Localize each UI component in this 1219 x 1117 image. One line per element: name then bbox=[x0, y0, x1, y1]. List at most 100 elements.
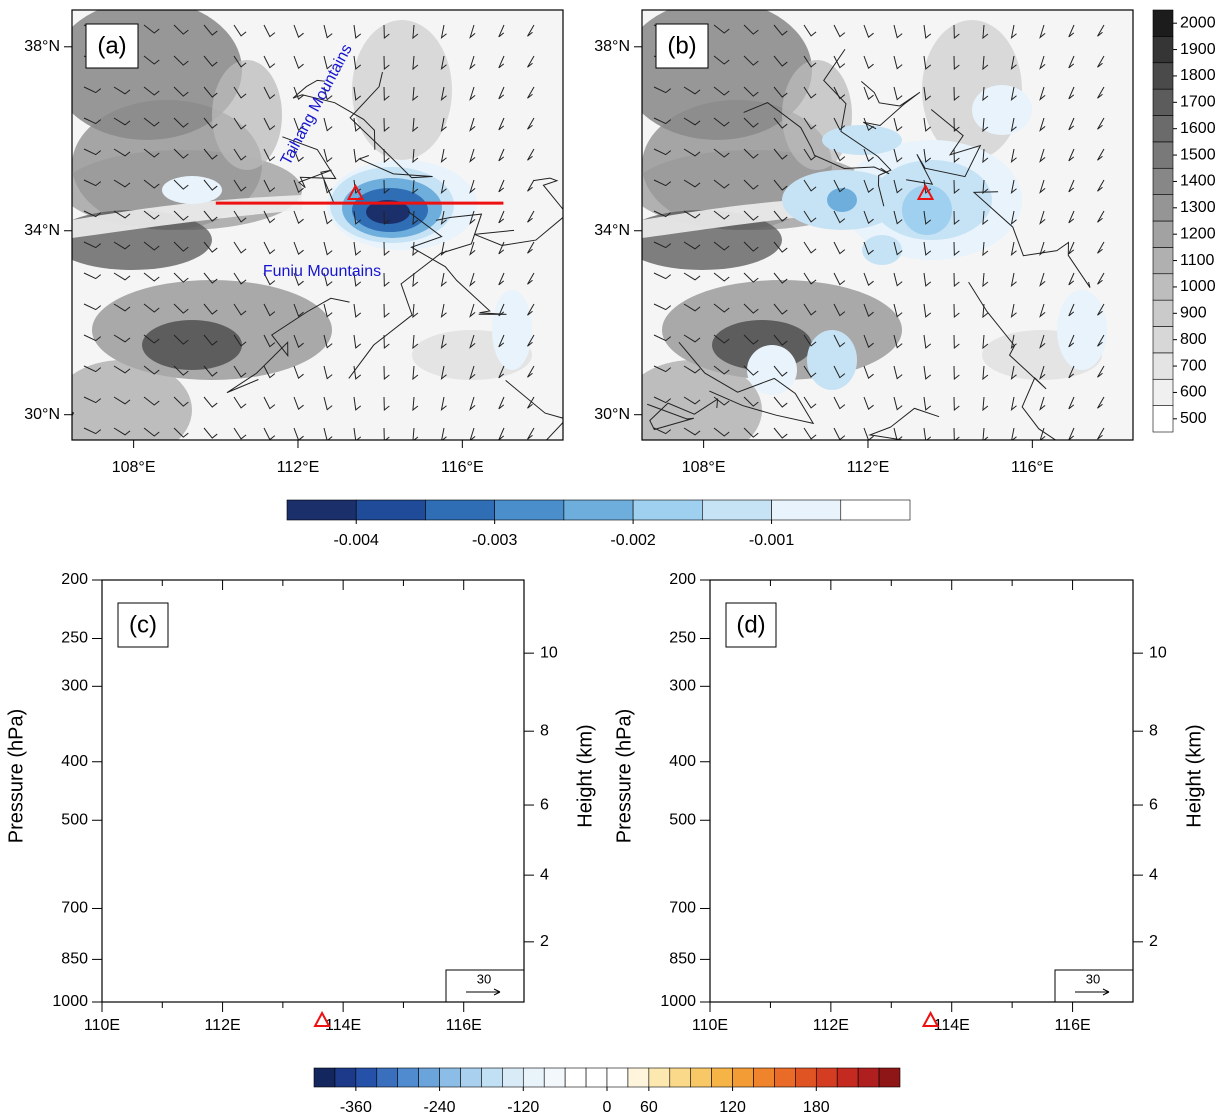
wind-barb bbox=[1010, 272, 1017, 288]
wind-vector bbox=[358, 924, 360, 926]
wind-barb bbox=[833, 55, 846, 69]
wind-vector bbox=[967, 880, 969, 889]
wind-vector bbox=[918, 575, 938, 580]
wind-vector bbox=[274, 635, 294, 638]
wind-barb bbox=[773, 365, 788, 377]
wind-barb bbox=[293, 24, 304, 39]
wind-vector bbox=[979, 789, 981, 793]
wind-barb bbox=[203, 272, 218, 284]
wind-barb bbox=[469, 86, 476, 101]
wind-vector bbox=[358, 866, 360, 868]
wind-barb bbox=[1068, 24, 1075, 38]
colorbar-label: 1600 bbox=[1180, 120, 1216, 137]
wind-barb bbox=[803, 241, 817, 254]
y2-tick-label: 8 bbox=[540, 722, 549, 739]
wind-vector bbox=[250, 610, 270, 611]
wind-barb bbox=[353, 334, 362, 349]
boundary bbox=[348, 213, 483, 379]
wind-vector bbox=[858, 726, 860, 727]
wind-barb bbox=[441, 427, 447, 440]
wind-barb bbox=[953, 396, 960, 412]
wind-vector bbox=[955, 635, 975, 638]
wind-barb bbox=[953, 365, 960, 381]
wind-vector bbox=[267, 948, 274, 951]
wind-vector bbox=[991, 760, 993, 761]
y-tick-label: 1000 bbox=[52, 993, 88, 1010]
wind-vector bbox=[979, 683, 981, 687]
wind-barb bbox=[173, 241, 189, 252]
wind-barb bbox=[383, 179, 390, 195]
wind-vector bbox=[960, 942, 967, 944]
wind-barb bbox=[527, 272, 535, 285]
wind-vector bbox=[315, 978, 322, 982]
colorbar-box bbox=[1152, 167, 1174, 195]
wind-vector bbox=[960, 980, 967, 982]
wind-barb bbox=[203, 303, 218, 315]
wind-vector bbox=[243, 974, 250, 975]
wind-vector bbox=[906, 607, 926, 611]
wind-barb bbox=[803, 210, 817, 223]
wind-barb bbox=[173, 179, 189, 190]
wind-vector bbox=[291, 969, 298, 975]
wind-barb bbox=[1039, 365, 1046, 380]
wind-vector bbox=[238, 791, 240, 792]
wind-vector bbox=[875, 942, 882, 943]
wind-vector bbox=[931, 792, 933, 820]
boundary bbox=[860, 81, 921, 130]
wind-vector bbox=[267, 971, 274, 974]
wind-barb bbox=[233, 241, 247, 254]
wind-vector bbox=[899, 940, 906, 944]
wind-vector bbox=[370, 867, 372, 868]
wind-vector bbox=[339, 950, 346, 951]
wind-vector bbox=[286, 606, 306, 611]
wind-barb bbox=[1010, 396, 1017, 412]
wind-vector bbox=[250, 638, 270, 639]
wind-vector bbox=[286, 866, 288, 890]
wind-barb bbox=[83, 117, 102, 125]
wind-barb bbox=[143, 24, 160, 34]
wind-vector bbox=[967, 812, 969, 821]
colorbar-label: 1500 bbox=[1180, 146, 1216, 163]
wind-barb bbox=[923, 55, 932, 70]
contour-fill bbox=[810, 779, 864, 999]
wind-barb bbox=[923, 241, 932, 256]
wind-vector bbox=[931, 840, 933, 868]
wind-vector bbox=[931, 699, 933, 727]
wind-barb bbox=[323, 334, 333, 349]
wind-vector bbox=[327, 986, 334, 988]
wind-barb bbox=[1039, 117, 1046, 132]
wind-barb bbox=[203, 148, 218, 160]
wind-barb bbox=[469, 55, 476, 70]
wind-barb bbox=[203, 86, 218, 98]
wind-barb bbox=[113, 148, 131, 157]
colorbar-box bbox=[563, 499, 634, 521]
y-tick-label: 30°N bbox=[24, 406, 60, 423]
wind-barb bbox=[469, 427, 476, 440]
wind-barb bbox=[1010, 24, 1017, 40]
wind-barb bbox=[263, 210, 276, 224]
wind-barb bbox=[469, 179, 476, 194]
wind-vector bbox=[943, 634, 963, 639]
colorbar-box bbox=[1152, 273, 1174, 301]
wind-vector bbox=[923, 976, 930, 982]
wind-vector bbox=[339, 973, 346, 974]
wind-barb bbox=[173, 117, 189, 128]
wind-barb bbox=[803, 365, 817, 378]
wind-vector bbox=[298, 633, 318, 639]
wind-barb bbox=[863, 179, 874, 194]
map-panel bbox=[642, 10, 1133, 440]
colorbar-label: 1800 bbox=[1180, 67, 1216, 84]
wind-vector bbox=[906, 869, 908, 889]
wind-vector bbox=[851, 934, 858, 935]
wind-barb bbox=[173, 365, 189, 376]
x-tick-label: 110E bbox=[692, 1017, 728, 1034]
wind-vector bbox=[887, 986, 894, 988]
wind-vector bbox=[262, 837, 264, 846]
frame bbox=[709, 579, 1134, 1003]
wind-vector bbox=[991, 819, 993, 820]
wind-vector bbox=[334, 833, 336, 845]
wind-barb bbox=[353, 427, 362, 440]
wind-barb bbox=[803, 86, 817, 99]
contour-fill bbox=[897, 908, 921, 978]
colorbar-box bbox=[1152, 36, 1174, 64]
